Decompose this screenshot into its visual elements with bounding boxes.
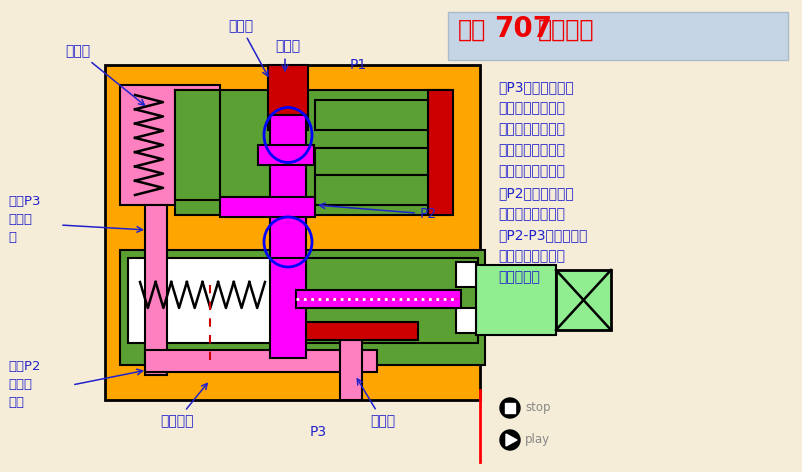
Circle shape: [500, 430, 520, 450]
Bar: [339, 340, 362, 400]
Bar: [427, 90, 452, 215]
Bar: [314, 148, 427, 175]
Bar: [504, 403, 514, 413]
Bar: [145, 205, 167, 375]
Bar: [269, 115, 306, 275]
Bar: [296, 290, 460, 308]
Text: P2: P2: [319, 203, 436, 221]
Bar: [268, 115, 308, 130]
Text: 当P3增大时，作用
在定差减压阀阀芯
左端的压力增大，
阀芯右移，减压口
增大，压降减小，
使P2也增大从而使
节流阀的压差也就
是P2-P3保持不变，
使得出: 当P3增大时，作用 在定差减压阀阀芯 左端的压力增大， 阀芯右移，减压口 增大，…: [497, 80, 586, 284]
Text: P3: P3: [310, 425, 326, 439]
Text: 化工: 化工: [457, 18, 486, 42]
Bar: [268, 148, 427, 162]
Bar: [298, 322, 418, 340]
Text: 进油口: 进油口: [274, 39, 300, 70]
Bar: [128, 258, 296, 343]
Text: 出油口: 出油口: [357, 379, 395, 428]
Text: 压力P2
也逐渐
变大: 压力P2 也逐渐 变大: [8, 360, 40, 409]
Text: P1: P1: [350, 58, 367, 72]
Text: 压力P3
逐渐变
大: 压力P3 逐渐变 大: [8, 195, 40, 244]
Bar: [175, 90, 220, 200]
Bar: [456, 308, 476, 333]
Bar: [175, 90, 449, 215]
Bar: [145, 350, 376, 372]
Bar: [105, 65, 480, 400]
Bar: [476, 265, 555, 335]
Bar: [268, 65, 308, 120]
Circle shape: [500, 398, 520, 418]
Text: 707: 707: [493, 15, 552, 43]
Bar: [119, 85, 220, 205]
Bar: [257, 145, 314, 165]
Bar: [220, 197, 314, 217]
Text: 泄露油口: 泄露油口: [160, 383, 207, 428]
Bar: [314, 175, 427, 205]
Text: 减压口: 减压口: [228, 19, 268, 76]
Bar: [314, 100, 427, 130]
Bar: [555, 270, 610, 330]
Bar: [296, 258, 477, 343]
Bar: [119, 250, 484, 365]
Bar: [269, 258, 306, 358]
Text: stop: stop: [525, 402, 550, 414]
Bar: [448, 12, 787, 60]
Text: 节流口: 节流口: [65, 44, 144, 105]
Text: play: play: [525, 433, 549, 447]
Bar: [456, 262, 476, 287]
Text: 剪辑制作: 剪辑制作: [537, 18, 593, 42]
Polygon shape: [505, 434, 516, 446]
